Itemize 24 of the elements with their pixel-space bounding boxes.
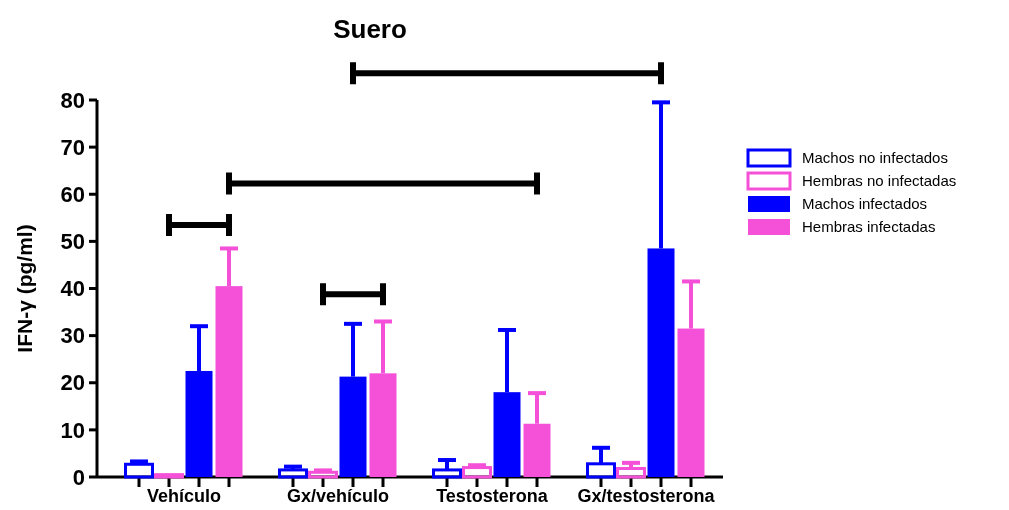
y-tick-label: 10 [60, 417, 85, 443]
bar [124, 462, 154, 479]
chart-title: Suero [333, 14, 407, 44]
y-tick-label: 70 [60, 134, 85, 160]
bar [154, 473, 184, 479]
y-tick-label: 50 [60, 229, 85, 255]
bar [308, 470, 338, 479]
y-axis-title: IFN-γ (pg/ml) [13, 224, 36, 353]
bar [462, 466, 492, 479]
legend-label: Machos no infectados [802, 149, 948, 167]
y-tick-label: 30 [60, 323, 85, 349]
y-tick-label: 0 [72, 464, 85, 490]
legend-label: Hembras infectadas [802, 218, 936, 236]
y-tick-label: 40 [60, 276, 85, 302]
y-tick-label: 60 [60, 181, 85, 207]
x-tick-label: Gx/testosterona [577, 486, 716, 506]
legend-label: Hembras no infectadas [802, 172, 957, 190]
legend-label: Machos infectados [802, 195, 928, 213]
y-tick-label: 20 [60, 370, 85, 396]
x-tick-label: Testosterona [436, 486, 549, 506]
x-tick-label: Gx/vehículo [286, 486, 390, 506]
bar [278, 468, 308, 479]
x-tick-label: Vehículo [146, 486, 222, 506]
y-tick-label: 80 [60, 87, 85, 113]
